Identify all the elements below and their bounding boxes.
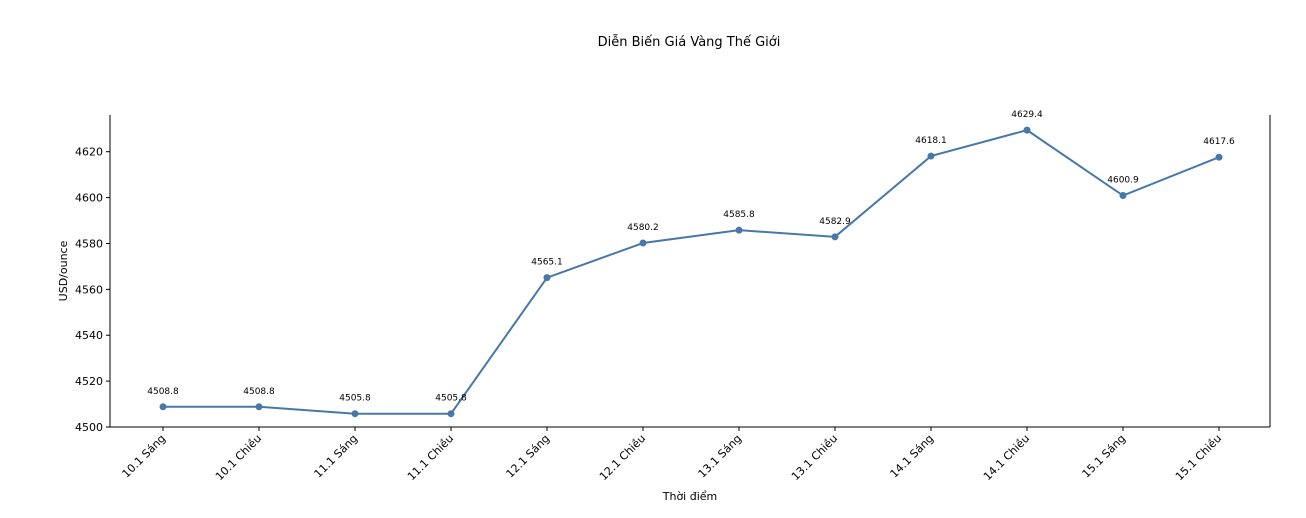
x-tick-label: 15.1 Chiều <box>1173 432 1224 483</box>
data-label: 4508.8 <box>243 387 275 397</box>
data-label: 4582.9 <box>819 217 851 227</box>
x-ticks: 10.1 Sáng 10.1 Chiều 11.1 Sáng 11.1 Chiều 12… <box>120 427 1224 483</box>
data-point <box>159 403 167 411</box>
x-tick-label: 11.1 Sáng <box>312 432 361 481</box>
data-point <box>927 152 935 160</box>
y-tick-label: 4620 <box>75 146 103 159</box>
y-tick-label: 4560 <box>75 283 103 296</box>
x-tick-label: 12.1 Sáng <box>504 432 553 481</box>
data-point <box>447 410 455 418</box>
y-tick-label: 4540 <box>75 329 103 342</box>
series-group: 4508.8 4508.8 4505.8 4505.8 4565.1 4580.2 4585… <box>147 110 1235 418</box>
data-label: 4585.8 <box>723 210 755 220</box>
y-axis-label: USD/ounce <box>57 240 70 301</box>
x-tick-label: 14.1 Chiều <box>981 432 1032 483</box>
y-tick-label: 4600 <box>75 192 103 205</box>
data-point <box>1119 192 1127 200</box>
y-ticks: 4500 4520 4540 4560 4580 4600 4620 <box>75 146 110 434</box>
data-label: 4617.6 <box>1203 137 1235 147</box>
y-tick-label: 4520 <box>75 375 103 388</box>
x-axis-label: Thời điểm <box>662 490 718 503</box>
data-label: 4565.1 <box>531 258 563 268</box>
data-label: 4618.1 <box>915 136 947 146</box>
x-tick-label: 15.1 Sáng <box>1080 432 1129 481</box>
data-label: 4629.4 <box>1011 110 1043 120</box>
data-label: 4508.8 <box>147 387 179 397</box>
data-point <box>831 233 839 241</box>
plot-area <box>109 115 1271 428</box>
x-tick-label: 11.1 Chiều <box>405 432 456 483</box>
x-tick-label: 14.1 Sáng <box>888 432 937 481</box>
data-label: 4505.8 <box>435 394 467 404</box>
data-label: 4505.8 <box>339 394 371 404</box>
data-point <box>1215 153 1223 161</box>
x-tick-label: 10.1 Sáng <box>120 432 169 481</box>
data-point <box>351 410 359 418</box>
data-point <box>543 274 551 282</box>
data-point <box>639 239 647 247</box>
y-tick-label: 4580 <box>75 237 103 250</box>
series-line <box>163 129 1220 415</box>
data-label: 4600.9 <box>1107 176 1139 186</box>
y-tick-label: 4500 <box>75 421 103 434</box>
x-tick-label: 12.1 Chiều <box>597 432 648 483</box>
data-point <box>1023 126 1031 134</box>
chart-title: Diễn Biến Giá Vàng Thế Giới <box>598 35 781 50</box>
x-tick-label: 13.1 Sáng <box>696 432 745 481</box>
data-point <box>735 226 743 234</box>
x-tick-label: 13.1 Chiều <box>789 432 840 483</box>
x-tick-label: 10.1 Chiều <box>213 432 264 483</box>
data-point <box>255 403 263 411</box>
data-label: 4580.2 <box>627 223 659 233</box>
